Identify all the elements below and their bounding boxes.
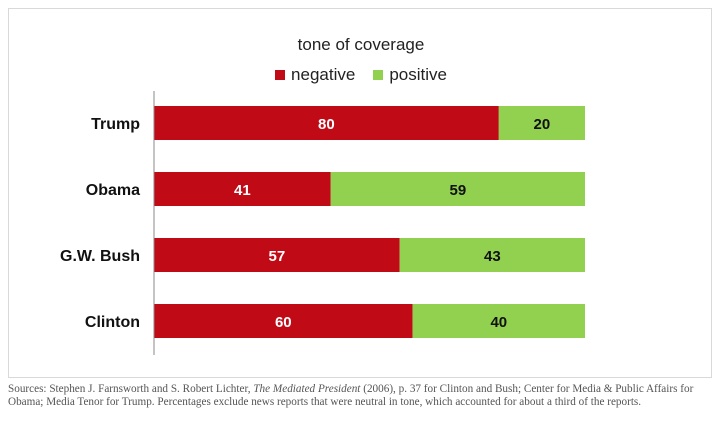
stacked-bar-chart: Trump 80 20 Obama 41 59 G.W. Bush 57 43 Clinton 60… — [60, 91, 585, 355]
data-label-negative-trump: 80 — [318, 116, 335, 133]
category-label-clinton: Clinton — [85, 314, 140, 331]
chart-title: tone of coverage — [297, 35, 425, 54]
chart-frame: tone of coverage negative positive Trump… — [8, 8, 712, 378]
data-label-negative-obama: 41 — [234, 182, 251, 199]
legend-swatch-negative — [275, 70, 286, 80]
data-label-positive-clinton: 40 — [490, 314, 507, 331]
footnote-text-end: (2006), p. 37 for Clinton and Bush; Cent… — [8, 383, 694, 408]
category-label-g-w-bush: G.W. Bush — [60, 248, 140, 265]
bar-positive-obama — [330, 172, 585, 206]
legend-item-positive: positive — [373, 65, 447, 85]
legend-swatch-positive — [373, 70, 384, 80]
legend: negative positive — [9, 65, 713, 85]
bar-negative-clinton — [154, 304, 413, 338]
data-label-positive-trump: 20 — [534, 116, 551, 133]
bar-positive-trump — [498, 106, 585, 140]
bar-negative-g-w-bush — [154, 238, 400, 272]
legend-item-negative: negative — [275, 65, 355, 85]
category-label-obama: Obama — [86, 182, 140, 199]
bar-negative-obama — [154, 172, 331, 206]
source-footnote: Sources: Stephen J. Farnsworth and S. Ro… — [8, 383, 713, 409]
category-label-trump: Trump — [91, 116, 140, 133]
legend-label-positive: positive — [389, 65, 447, 84]
bar-positive-g-w-bush — [399, 238, 585, 272]
data-label-negative-g-w-bush: 57 — [268, 248, 285, 265]
legend-label-negative: negative — [291, 65, 356, 84]
data-label-positive-g-w-bush: 43 — [484, 248, 501, 265]
data-label-positive-obama: 59 — [450, 182, 467, 199]
bar-positive-clinton — [412, 304, 585, 338]
data-label-negative-clinton: 60 — [275, 314, 292, 331]
bar-negative-trump — [154, 106, 499, 140]
footnote-text-start: Sources: Stephen J. Farnsworth and S. Ro… — [8, 383, 254, 395]
footnote-book-title: The Mediated President — [253, 383, 361, 395]
